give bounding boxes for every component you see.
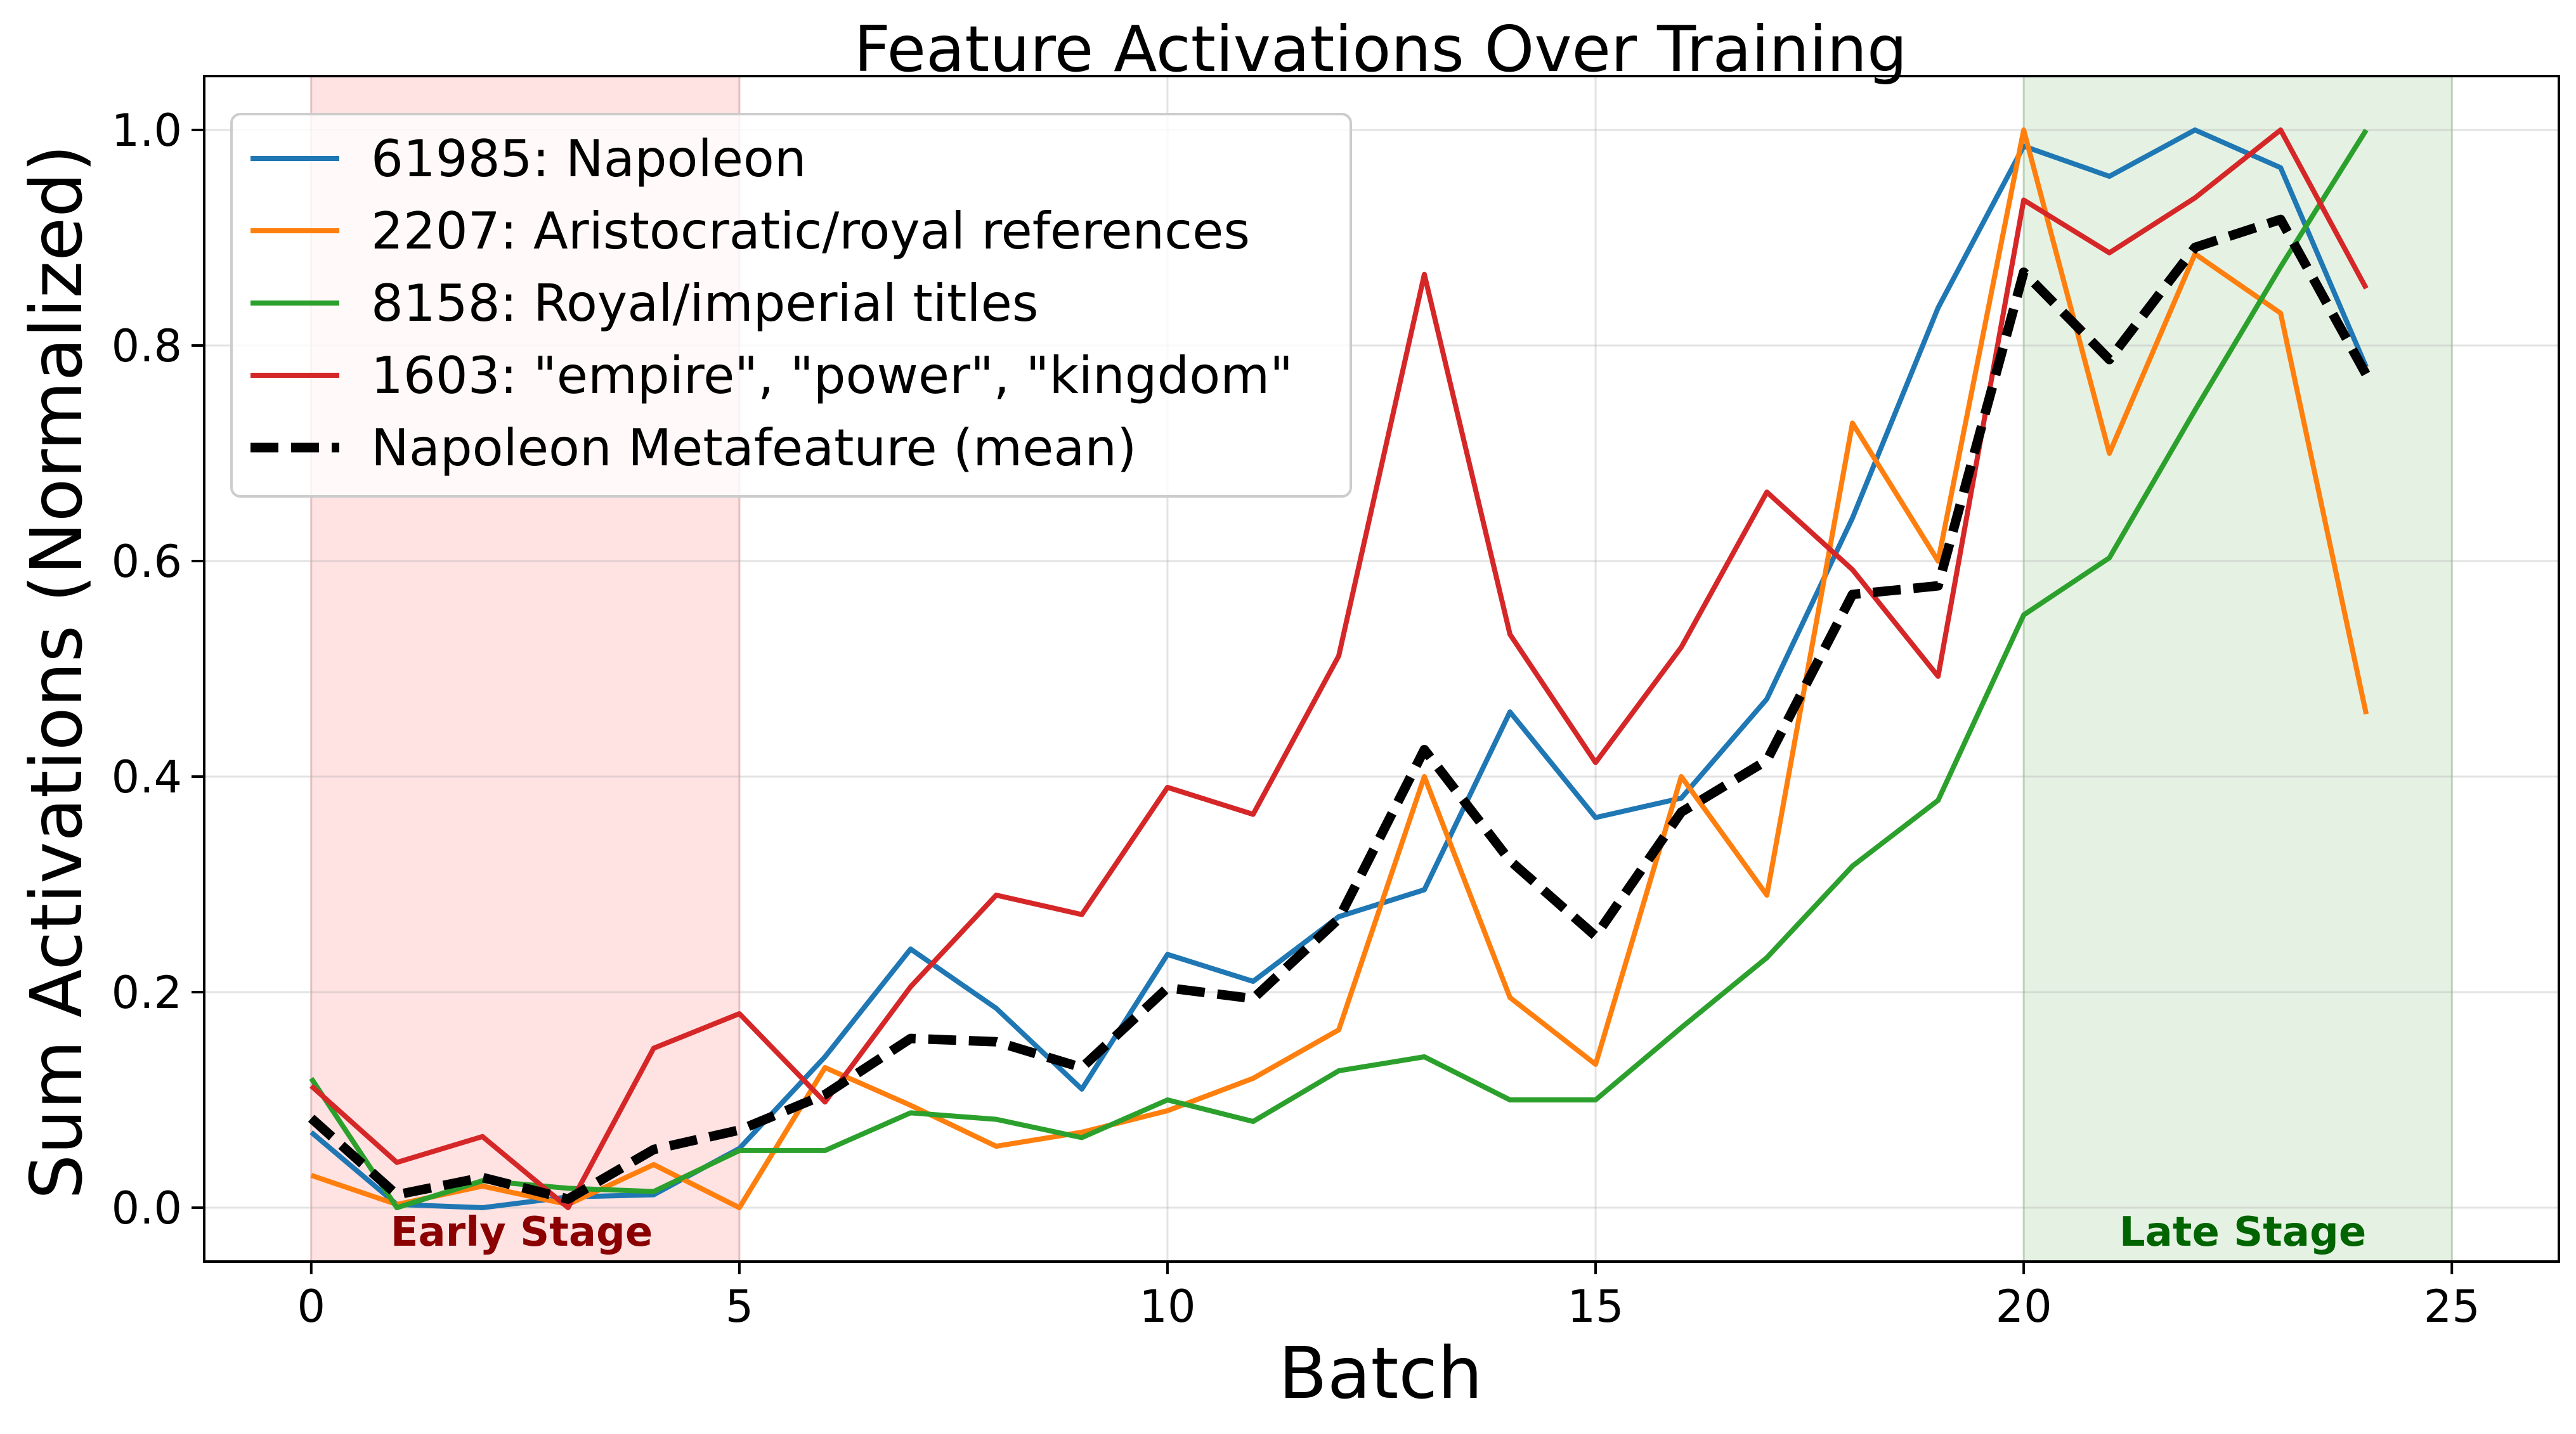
- legend: 61985: Napoleon 2207: Aristocratic/royal …: [230, 113, 1352, 498]
- legend-label-2: 8158: Royal/imperial titles: [371, 274, 1039, 333]
- legend-label-1: 2207: Aristocratic/royal references: [371, 202, 1250, 261]
- y-tick-label: 1.0: [112, 105, 182, 157]
- legend-label-0: 61985: Napoleon: [371, 129, 807, 188]
- stage-labels: Early Stage Late Stage: [391, 1209, 2366, 1256]
- series-line-2: [309, 128, 2369, 1210]
- series-line-1: [310, 127, 2369, 1210]
- y-tick-label: 0.0: [112, 1182, 182, 1234]
- x-axis-label: Batch: [1278, 1333, 1483, 1415]
- legend-items: 61985: Napoleon 2207: Aristocratic/royal …: [250, 129, 1293, 477]
- legend-label-4: Napoleon Metafeature (mean): [371, 418, 1136, 477]
- chart-title: Feature Activations Over Training: [854, 12, 1907, 86]
- series-line-0: [309, 127, 2369, 1210]
- y-tick-label: 0.8: [112, 320, 182, 372]
- legend-label-3: 1603: "empire", "power", "kingdom": [371, 346, 1293, 405]
- x-tick-label: 15: [1568, 1281, 1624, 1333]
- y-axis-label: Sum Activations (Normalized): [16, 145, 98, 1199]
- y-tick-label: 0.4: [112, 751, 182, 803]
- x-tick-label: 5: [725, 1281, 754, 1333]
- region-label-early-stage: Early Stage: [391, 1209, 653, 1256]
- legend-box: [230, 113, 1352, 498]
- plot-frame: [203, 75, 2560, 1263]
- x-tick-label: 10: [1139, 1281, 1195, 1333]
- series-line-4: [308, 214, 2371, 1204]
- x-tick-label: 20: [1996, 1281, 2052, 1333]
- x-tick-label: 25: [2424, 1281, 2480, 1333]
- series-lines: [308, 127, 2371, 1210]
- x-tick-label: 0: [297, 1281, 325, 1333]
- axis-ticks: 0 5 10 15 20 25 0.0 0.2 0.4 0.6 0.8 1.0: [112, 105, 2480, 1333]
- region-label-late-stage: Late Stage: [2119, 1209, 2366, 1256]
- series-line-3: [309, 127, 2369, 1210]
- region-late-stage: [2022, 75, 2453, 1263]
- y-tick-label: 0.2: [112, 967, 182, 1019]
- y-tick-label: 0.6: [112, 536, 182, 588]
